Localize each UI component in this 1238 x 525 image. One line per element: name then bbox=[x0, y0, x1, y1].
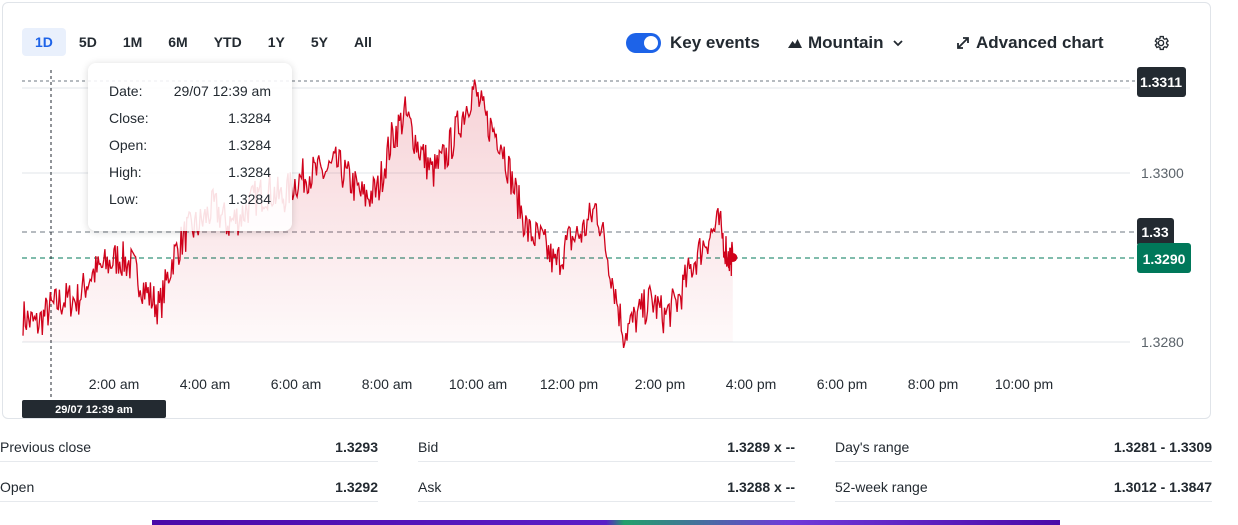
last-price-dot bbox=[728, 253, 738, 262]
x-axis: 2:00 am 4:00 am 6:00 am 8:00 am 10:00 am 12:0… bbox=[89, 376, 1053, 392]
hover-tooltip: Date: 29/07 12:39 am Close: 1.3284 Open:… bbox=[88, 63, 292, 231]
current-price-badge: 1.3290 bbox=[1143, 251, 1186, 267]
stat-value: 1.3288 x -- bbox=[727, 478, 795, 495]
stat-label: Open bbox=[0, 478, 35, 495]
price-chart[interactable]: 2:00 am 4:00 am 6:00 am 8:00 am 10:00 am 12:0… bbox=[0, 0, 1238, 430]
stat-value: 1.3281 - 1.3309 bbox=[1113, 438, 1212, 455]
x-tick-label: 6:00 pm bbox=[817, 376, 868, 392]
x-tick-label: 8:00 am bbox=[362, 376, 413, 392]
gear-icon bbox=[1154, 35, 1170, 51]
stat-52-week-range: 52-week range 1.3012 - 1.3847 bbox=[835, 472, 1212, 502]
tab-ytd[interactable]: YTD bbox=[213, 34, 242, 50]
high-badge: 1.3311 bbox=[1140, 74, 1182, 90]
crosshair-time-badge-bg bbox=[22, 400, 166, 418]
price-line bbox=[22, 79, 734, 349]
stat-value: 1.3292 bbox=[335, 478, 378, 495]
x-tick-label: 6:00 am bbox=[271, 376, 322, 392]
stat-label: Ask bbox=[418, 478, 442, 495]
price-area bbox=[23, 79, 733, 348]
current-price-badge-bg bbox=[1137, 243, 1191, 273]
tab-6m[interactable]: 6M bbox=[168, 34, 188, 50]
x-tick-label: 4:00 am bbox=[180, 376, 231, 392]
previous-close-badge: 1.33 bbox=[1141, 224, 1168, 240]
tab-1d[interactable]: 1D bbox=[22, 28, 66, 56]
high-badge-bg bbox=[1137, 67, 1186, 97]
stat-value: 1.3012 - 1.3847 bbox=[1113, 478, 1212, 495]
tooltip-close-row: Close: 1.3284 bbox=[109, 110, 271, 137]
stat-label: Day's range bbox=[835, 438, 910, 455]
tooltip-open-row: Open: 1.3284 bbox=[109, 137, 271, 164]
tooltip-close-label: Close: bbox=[109, 110, 149, 126]
x-tick-label: 12:00 pm bbox=[540, 376, 598, 392]
stat-open: Open 1.3292 bbox=[0, 472, 378, 502]
tab-5y[interactable]: 5Y bbox=[310, 34, 328, 50]
tooltip-low-label: Low: bbox=[109, 191, 139, 207]
toggle-switch-icon[interactable] bbox=[626, 33, 661, 53]
x-tick-label: 8:00 pm bbox=[908, 376, 959, 392]
stats-row: Open 1.3292 Ask 1.3288 x -- 52-week rang… bbox=[0, 472, 1238, 502]
crosshair-time-label: 29/07 12:39 am bbox=[55, 404, 133, 416]
tooltip-open-value: 1.3284 bbox=[228, 137, 271, 153]
chart-type-dropdown[interactable]: Mountain bbox=[788, 30, 904, 56]
stat-label: Previous close bbox=[0, 438, 92, 455]
y-tick-label: 1.3280 bbox=[1141, 334, 1184, 350]
tab-1y[interactable]: 1Y bbox=[267, 34, 285, 50]
mountain-icon bbox=[788, 39, 802, 48]
x-tick-label: 10:00 pm bbox=[995, 376, 1053, 392]
tooltip-low-value: 1.3284 bbox=[228, 191, 271, 207]
chevron-down-icon bbox=[892, 40, 903, 47]
stat-bid: Bid 1.3289 x -- bbox=[418, 432, 795, 462]
tooltip-date-value: 29/07 12:39 am bbox=[173, 83, 271, 99]
key-events-label: Key events bbox=[670, 33, 760, 52]
tooltip-high-label: High: bbox=[109, 164, 142, 180]
tooltip-date-row: Date: 29/07 12:39 am bbox=[109, 83, 271, 110]
tooltip-open-label: Open: bbox=[109, 137, 148, 153]
chart-type-label: Mountain bbox=[808, 33, 884, 52]
tooltip-date-label: Date: bbox=[109, 83, 143, 99]
range-tabs: 1D 5D 1M 6M YTD 1Y 5Y All bbox=[22, 28, 385, 56]
x-tick-label: 4:00 pm bbox=[726, 376, 777, 392]
stat-ask: Ask 1.3288 x -- bbox=[418, 472, 795, 502]
advanced-chart-button[interactable]: Advanced chart bbox=[956, 30, 1104, 56]
stat-label: Bid bbox=[418, 438, 439, 455]
x-tick-label: 2:00 pm bbox=[635, 376, 686, 392]
stat-days-range: Day's range 1.3281 - 1.3309 bbox=[835, 432, 1212, 462]
tooltip-close-value: 1.3284 bbox=[228, 110, 271, 126]
stat-value: 1.3289 x -- bbox=[727, 438, 795, 455]
tooltip-high-value: 1.3284 bbox=[228, 164, 271, 180]
x-tick-label: 2:00 am bbox=[89, 376, 140, 392]
stats-row: Previous close 1.3293 Bid 1.3289 x -- Da… bbox=[0, 432, 1238, 462]
advanced-chart-label: Advanced chart bbox=[976, 33, 1104, 52]
y-axis: 1.3300 1.3280 bbox=[1141, 165, 1184, 350]
tab-all[interactable]: All bbox=[353, 34, 372, 50]
tab-1m[interactable]: 1M bbox=[122, 34, 143, 50]
expand-icon bbox=[957, 37, 969, 49]
x-tick-label: 10:00 am bbox=[449, 376, 507, 392]
ad-banner-strip[interactable] bbox=[152, 520, 1060, 525]
key-events-toggle[interactable]: Key events bbox=[626, 30, 760, 56]
tooltip-high-row: High: 1.3284 bbox=[109, 164, 271, 191]
y-tick-label: 1.3300 bbox=[1141, 165, 1184, 181]
stat-value: 1.3293 bbox=[335, 438, 378, 455]
previous-close-badge-bg bbox=[1137, 218, 1174, 246]
stat-label: 52-week range bbox=[835, 478, 928, 495]
settings-button[interactable] bbox=[1152, 30, 1170, 56]
tab-5d[interactable]: 5D bbox=[78, 34, 97, 50]
tooltip-low-row: Low: 1.3284 bbox=[109, 191, 271, 218]
stat-previous-close: Previous close 1.3293 bbox=[0, 432, 378, 462]
